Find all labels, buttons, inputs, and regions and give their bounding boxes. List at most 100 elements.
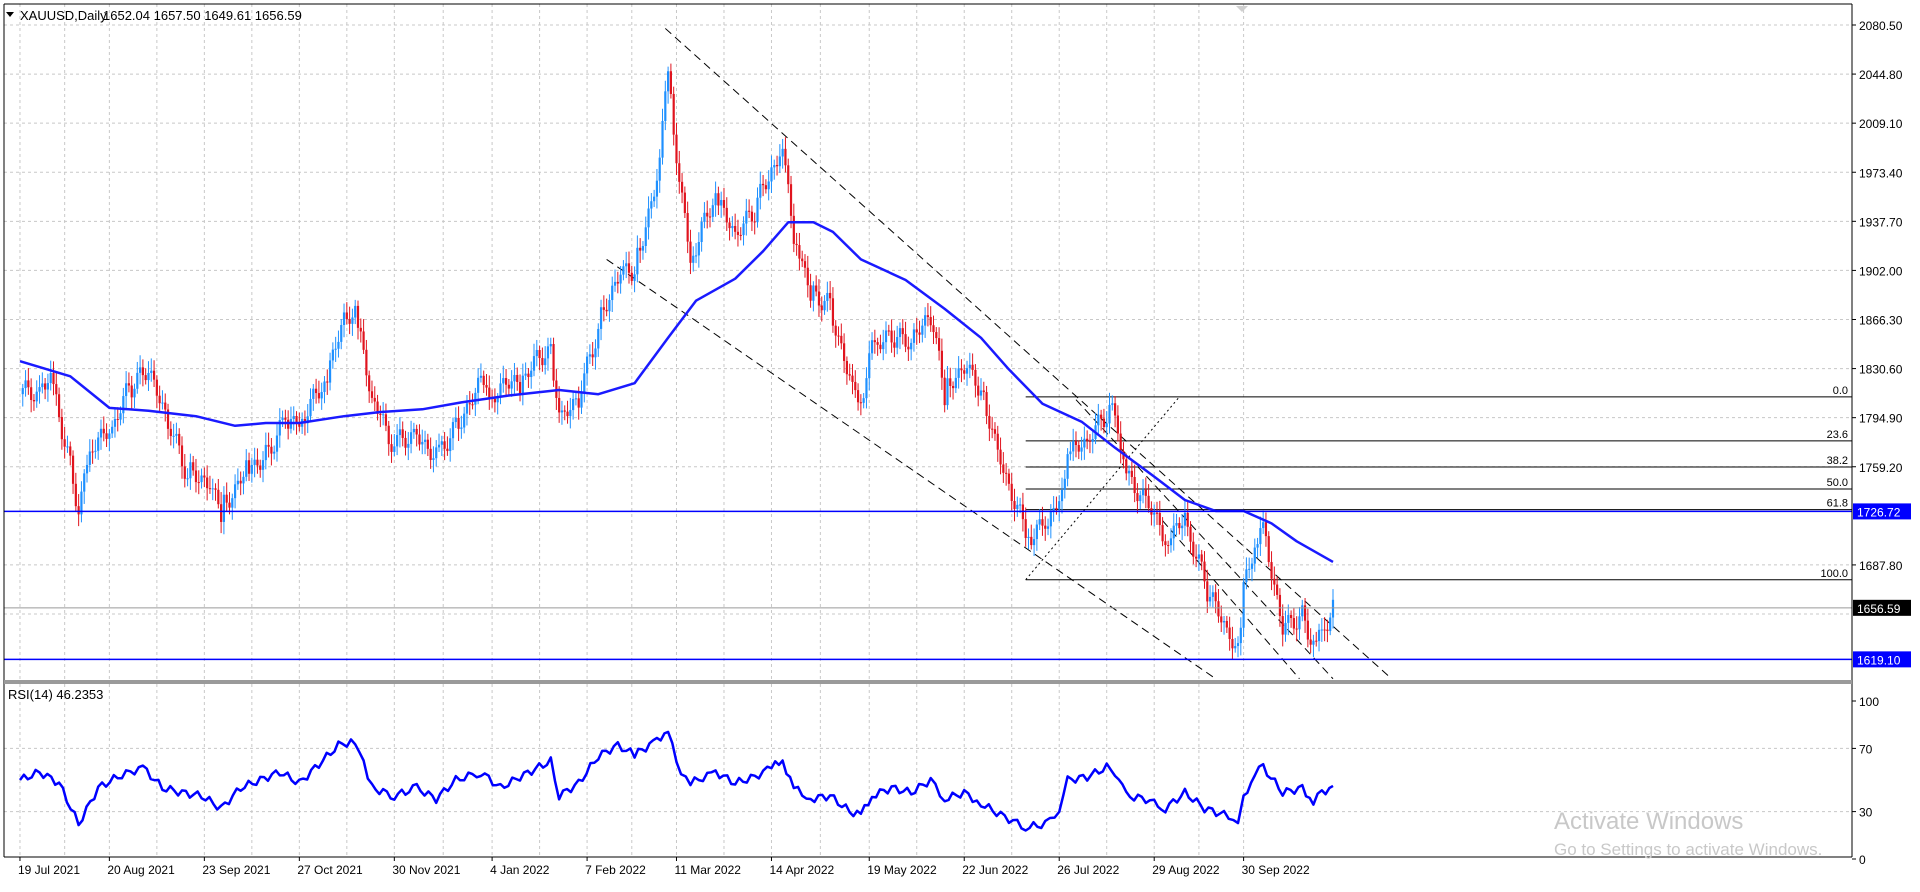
- candle-body: [977, 385, 980, 396]
- candle-body: [161, 402, 164, 404]
- candle-body: [172, 435, 175, 437]
- shift-marker-icon[interactable]: [1236, 6, 1248, 12]
- time-axis-label: 23 Sep 2021: [202, 863, 270, 877]
- candle-body: [904, 334, 907, 347]
- triangle-down-icon[interactable]: [6, 12, 14, 17]
- candle-body: [865, 378, 868, 399]
- candle-body: [499, 383, 502, 398]
- candle-body: [982, 390, 985, 393]
- candle-body: [1161, 525, 1164, 542]
- candle-body: [1136, 493, 1139, 502]
- channel-line: [1162, 520, 1300, 680]
- candle-body: [449, 438, 452, 452]
- candle-body: [105, 433, 108, 439]
- candle-body: [111, 426, 114, 434]
- candle-body: [278, 419, 281, 436]
- candle-body: [175, 433, 178, 436]
- candle-body: [1245, 569, 1248, 583]
- candle-body: [669, 71, 672, 94]
- candle-body: [88, 451, 91, 465]
- candle-body: [384, 414, 388, 426]
- candle-body: [267, 444, 270, 447]
- candle-body: [907, 346, 910, 350]
- candle-body: [1027, 536, 1030, 538]
- candle-body: [613, 281, 617, 286]
- candle-body: [572, 398, 575, 411]
- candle-body: [30, 387, 33, 401]
- candle-body: [200, 475, 203, 483]
- candle-body: [186, 478, 189, 480]
- rsi-line: [18, 730, 1334, 832]
- candle-body: [211, 488, 214, 490]
- price-axis-label: 1759.20: [1859, 461, 1903, 475]
- candle-body: [532, 356, 536, 371]
- price-label-box: [1853, 651, 1911, 668]
- candle-body: [323, 381, 326, 392]
- candle-body: [722, 200, 726, 208]
- candle-body: [362, 331, 365, 350]
- candle-body: [390, 444, 393, 452]
- fibonacci-label: 50.0: [1827, 477, 1848, 489]
- candle-body: [1289, 615, 1293, 619]
- candle-body: [739, 234, 742, 236]
- price-axis-label: 1902.00: [1859, 264, 1903, 278]
- candle-body: [80, 491, 83, 515]
- rsi-axis-label: 0: [1859, 853, 1866, 867]
- candle-body: [764, 185, 767, 190]
- fibonacci-retracement: 0.0 23.6 38.2 50.0 61.8 100.0: [1025, 385, 1852, 581]
- candle-body: [538, 350, 541, 359]
- candle-body: [1295, 628, 1298, 630]
- candle-body: [477, 377, 480, 393]
- candle-body: [602, 307, 605, 310]
- candle-body: [599, 307, 603, 329]
- candle-body: [1127, 470, 1131, 474]
- candle-body: [474, 392, 477, 405]
- candle-body: [1236, 643, 1240, 647]
- candle-body: [583, 373, 586, 393]
- candle-body: [1192, 541, 1195, 557]
- candle-body: [102, 428, 105, 434]
- candle-body: [778, 156, 781, 167]
- candle-body: [577, 398, 580, 408]
- watermark-title: Activate Windows: [1554, 808, 1743, 835]
- candle-body: [625, 263, 628, 267]
- candle-body: [373, 397, 376, 402]
- candle-body: [1055, 507, 1058, 510]
- candle-body: [775, 165, 779, 167]
- candle-body: [298, 423, 301, 427]
- candle-body: [801, 258, 804, 262]
- candle-body: [446, 448, 449, 452]
- panel-separator[interactable]: [4, 680, 1852, 684]
- candle-body: [415, 428, 418, 435]
- candle-body: [1326, 629, 1329, 632]
- candle-body: [250, 464, 253, 474]
- candle-body: [348, 318, 351, 324]
- candle-body: [1074, 441, 1078, 446]
- candle-body: [379, 413, 382, 416]
- watermark-subtitle: Go to Settings to activate Windows.: [1554, 840, 1822, 859]
- candle-body: [342, 312, 346, 325]
- candle-body: [1214, 592, 1217, 602]
- candle-body: [661, 120, 664, 158]
- candle-body: [152, 370, 156, 380]
- time-axis-label: 19 Jul 2021: [18, 863, 80, 877]
- candle-body: [189, 462, 192, 479]
- candle-body: [94, 450, 97, 452]
- candle-body: [834, 325, 837, 336]
- candle-body: [968, 364, 971, 369]
- candle-body: [1239, 627, 1242, 644]
- candle-body: [1259, 528, 1262, 545]
- candle-body: [239, 480, 242, 484]
- candle-body: [460, 427, 463, 429]
- candle-body: [549, 344, 552, 347]
- candle-body: [742, 223, 745, 236]
- candle-body: [910, 342, 913, 350]
- candle-body: [253, 459, 256, 465]
- candle-body: [1125, 459, 1128, 474]
- candle-body: [1281, 616, 1284, 635]
- candle-body: [697, 242, 700, 256]
- candle-body: [295, 416, 298, 424]
- candle-body: [940, 350, 943, 378]
